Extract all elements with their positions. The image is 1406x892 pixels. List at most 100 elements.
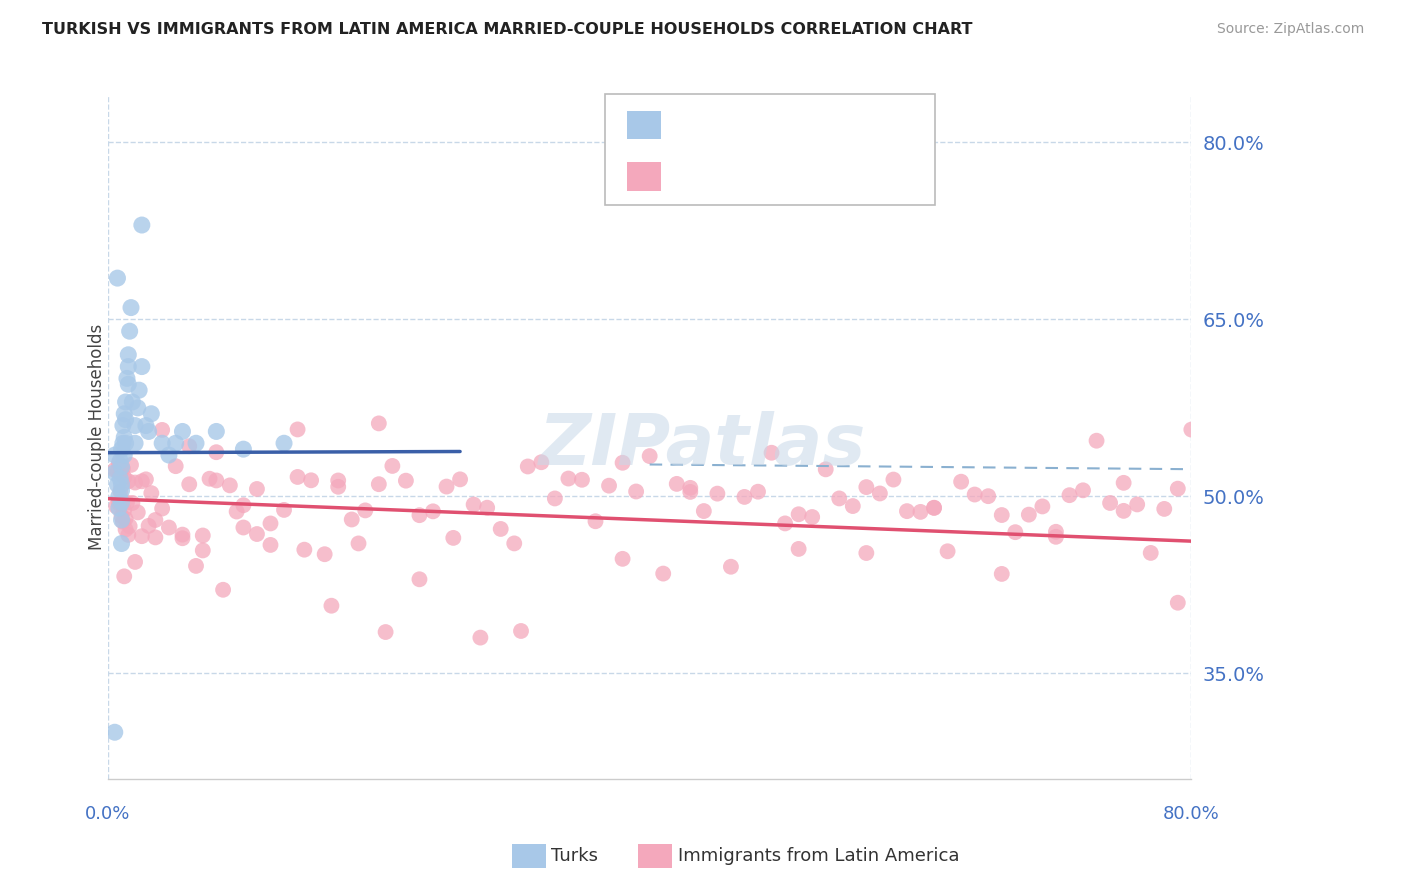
Point: [354, 503, 377, 517]
Point: [111, 461, 134, 475]
Text: -0.013: -0.013: [716, 109, 780, 128]
Point: [127, 505, 149, 519]
Point: [503, 536, 526, 550]
Point: [530, 455, 553, 469]
Point: [107, 477, 129, 491]
Point: [121, 395, 143, 409]
Point: [292, 542, 315, 557]
Point: [510, 624, 533, 638]
Point: [112, 503, 135, 517]
Point: [117, 377, 139, 392]
Point: [104, 463, 127, 477]
Point: [855, 480, 877, 494]
Point: [120, 458, 142, 472]
Point: [110, 509, 132, 524]
Text: Source: ZipAtlas.com: Source: ZipAtlas.com: [1216, 22, 1364, 37]
Point: [449, 472, 471, 486]
Point: [131, 475, 153, 489]
Point: [1153, 502, 1175, 516]
Text: TURKISH VS IMMIGRANTS FROM LATIN AMERICA MARRIED-COUPLE HOUSEHOLDS CORRELATION C: TURKISH VS IMMIGRANTS FROM LATIN AMERICA…: [42, 22, 973, 37]
Point: [273, 503, 295, 517]
Point: [232, 520, 254, 534]
Point: [299, 473, 322, 487]
Point: [340, 512, 363, 526]
Point: [114, 436, 136, 450]
Point: [287, 422, 309, 436]
Point: [111, 418, 134, 433]
Point: [135, 418, 157, 433]
Point: [157, 520, 180, 534]
Point: [131, 529, 153, 543]
Point: [828, 491, 851, 506]
Point: [922, 500, 945, 515]
Point: [124, 555, 146, 569]
Point: [108, 501, 131, 516]
Point: [145, 530, 167, 544]
Point: [191, 528, 214, 542]
Point: [131, 218, 153, 232]
Point: [112, 470, 135, 484]
Point: [950, 475, 973, 489]
Point: [111, 515, 134, 529]
Point: [110, 442, 132, 457]
Point: [842, 499, 865, 513]
Point: [110, 460, 132, 475]
Point: [246, 482, 269, 496]
Point: [108, 496, 131, 510]
Point: [374, 625, 396, 640]
Text: 0.0%: 0.0%: [86, 805, 131, 823]
Point: [131, 359, 153, 374]
Point: [205, 474, 228, 488]
Point: [184, 436, 207, 450]
Point: [127, 401, 149, 415]
Point: [108, 484, 131, 499]
Point: [422, 504, 444, 518]
Point: [773, 516, 796, 531]
Point: [801, 510, 824, 524]
Point: [118, 519, 141, 533]
Point: [896, 504, 918, 518]
Point: [112, 430, 135, 444]
Point: [225, 504, 247, 518]
Point: [105, 500, 128, 514]
Point: [110, 495, 132, 509]
Point: [1085, 434, 1108, 448]
Point: [328, 480, 350, 494]
Point: [1004, 525, 1026, 540]
Point: [259, 516, 281, 531]
Point: [463, 498, 485, 512]
Point: [110, 513, 132, 527]
Point: [665, 476, 688, 491]
Point: [408, 572, 430, 586]
Point: [124, 475, 146, 490]
Point: [990, 566, 1012, 581]
Point: [104, 725, 127, 739]
Point: [516, 459, 538, 474]
Point: [110, 459, 132, 474]
Point: [150, 423, 173, 437]
Point: [115, 371, 138, 385]
Point: [128, 383, 150, 397]
Point: [855, 546, 877, 560]
Point: [1126, 497, 1149, 511]
Point: [232, 498, 254, 512]
Point: [108, 454, 131, 468]
Point: [1099, 496, 1122, 510]
Point: [117, 474, 139, 488]
Text: 80.0%: 80.0%: [1163, 805, 1220, 823]
Point: [232, 442, 254, 457]
Text: Immigrants from Latin America: Immigrants from Latin America: [678, 847, 959, 865]
Point: [287, 470, 309, 484]
Point: [112, 407, 135, 421]
Point: [118, 324, 141, 338]
Point: [1031, 500, 1053, 514]
Point: [321, 599, 343, 613]
Point: [963, 487, 986, 501]
Point: [107, 271, 129, 285]
Point: [115, 495, 138, 509]
Point: [720, 559, 742, 574]
Point: [184, 558, 207, 573]
Point: [198, 472, 221, 486]
Point: [436, 479, 458, 493]
Point: [706, 486, 728, 500]
